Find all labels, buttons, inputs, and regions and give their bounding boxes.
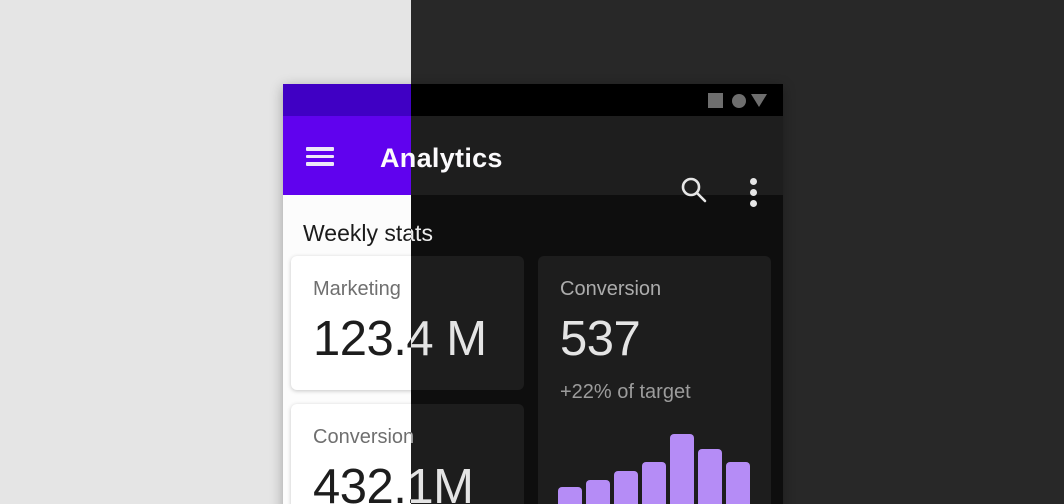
screen-dark-theme: Analytics Weekly stats Marketing 123.4 M…: [380, 84, 783, 504]
section-title: Weekly stats: [411, 220, 433, 247]
overflow-menu-icon[interactable]: [745, 176, 761, 208]
app-bar: Analytics: [380, 116, 783, 207]
card-caption: +22% of target: [560, 381, 691, 403]
card-value: 432.1M: [411, 459, 474, 504]
card-label: Conversion: [313, 426, 415, 448]
hamburger-menu-icon[interactable]: [306, 147, 334, 167]
card-value: 123.4 M: [411, 311, 487, 367]
chart-bar: [726, 462, 750, 504]
card-label: Conversion: [411, 426, 414, 449]
square-icon: [708, 93, 723, 108]
chart-bar: [642, 462, 666, 504]
page-title: Analytics: [380, 143, 503, 173]
search-icon[interactable]: [679, 175, 709, 205]
card-label: Marketing: [313, 278, 401, 300]
marketing-card[interactable]: Marketing 123.4 M: [411, 256, 524, 390]
status-bar: [411, 84, 783, 116]
chart-bar: [670, 434, 694, 504]
conversion-card[interactable]: Conversion 432.1M: [411, 404, 524, 504]
circle-icon: [732, 94, 746, 108]
card-label: Conversion: [560, 278, 662, 300]
conversion-detail-card[interactable]: Conversion 537 +22% of target: [538, 256, 771, 504]
chart-bar: [558, 487, 582, 504]
chart-bar: [614, 471, 638, 504]
phone-mockup: Analytics Weekly stats Marketing 123.4 M…: [283, 84, 783, 504]
chart-bar: [586, 480, 610, 504]
triangle-down-icon: [751, 94, 767, 107]
card-value: 537: [560, 312, 641, 366]
bar-chart: [558, 432, 754, 504]
chart-bar: [698, 449, 722, 504]
